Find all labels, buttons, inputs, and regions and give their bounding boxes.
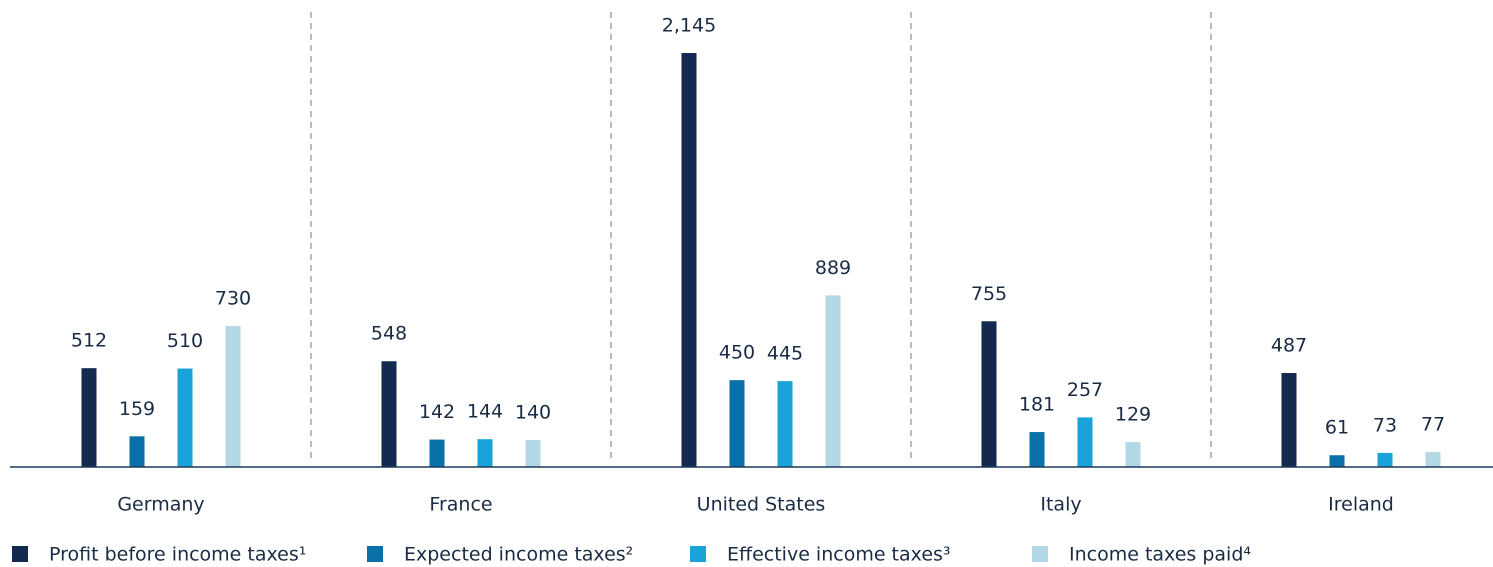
legend-label: Income taxes paid⁴ [1069,544,1251,566]
bar [1077,417,1093,467]
value-label: 445 [767,343,803,365]
bar [777,381,793,467]
value-label: 73 [1373,414,1397,436]
bar [981,321,997,467]
bar [1329,455,1345,467]
bar [1125,442,1141,467]
value-label: 61 [1325,417,1349,439]
bar [729,380,745,467]
value-label: 450 [719,342,755,364]
value-label: 142 [419,401,455,423]
value-label: 144 [467,401,503,423]
category-label: Ireland [1328,494,1394,516]
value-label: 487 [1271,335,1307,357]
value-label: 889 [815,257,851,279]
category-label: Germany [117,494,204,516]
legend-label: Profit before income taxes¹ [49,544,306,566]
value-label: 257 [1067,379,1103,401]
value-label: 181 [1019,394,1055,416]
value-label: 730 [215,288,251,310]
value-label: 140 [515,401,551,423]
value-label: 510 [167,330,203,352]
legend-swatch [1032,546,1048,562]
bar [225,326,241,467]
value-label: 548 [371,323,407,345]
value-label: 2,145 [662,15,716,37]
bar [177,368,193,467]
legend-label: Expected income taxes² [404,544,633,566]
bar [81,368,97,467]
legend-swatch [12,546,28,562]
bar [1377,452,1393,467]
value-label: 129 [1115,404,1151,426]
value-label: 77 [1421,414,1445,436]
bar [825,295,841,467]
bar [681,53,697,467]
bar [129,436,145,467]
bar [525,439,541,467]
legend-label: Effective income taxes³ [727,544,951,566]
value-label: 159 [119,398,155,420]
value-label: 512 [71,330,107,352]
bar [381,361,397,467]
category-label: Italy [1040,494,1081,516]
category-label: France [429,494,492,516]
legend-swatch [690,546,706,562]
category-label: United States [697,494,826,516]
bar [429,439,445,467]
bar [477,439,493,467]
legend-swatch [367,546,383,562]
bar [1281,373,1297,467]
bar [1425,452,1441,467]
value-label: 755 [971,283,1007,305]
bar [1029,432,1045,467]
